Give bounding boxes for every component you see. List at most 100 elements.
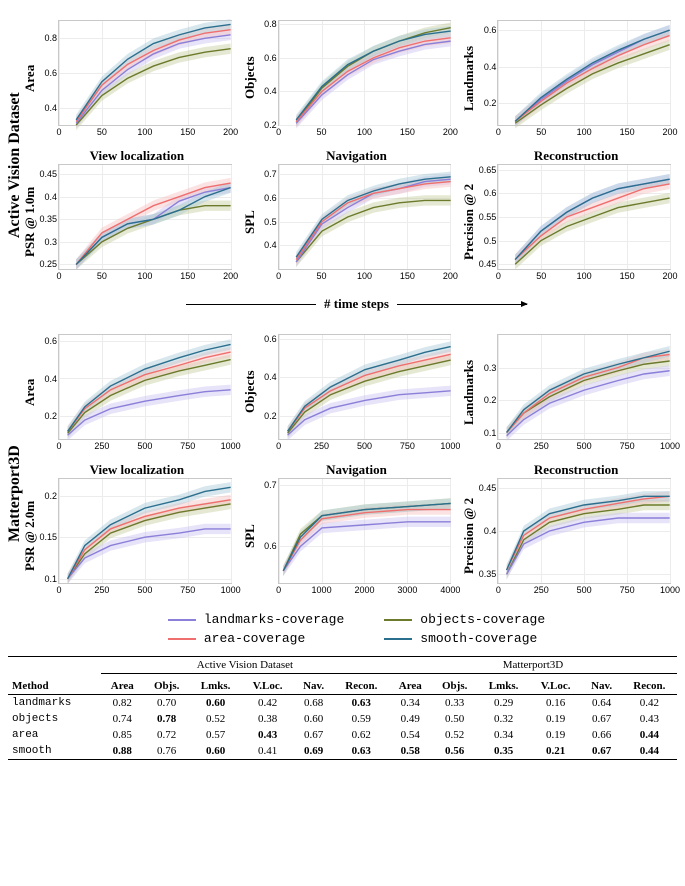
xtick: 200 (223, 271, 238, 281)
plot-ylabel: PSR @ 2.0m (22, 466, 38, 606)
table-method-cell: landmarks (8, 694, 101, 711)
table-cell: 0.85 (101, 727, 144, 743)
ytick: 0.6 (264, 541, 277, 551)
ytick: 0.35 (39, 214, 57, 224)
table-cell: 0.78 (144, 711, 190, 727)
table-cell: 0.54 (389, 727, 432, 743)
plot-box: 0.20.40.602505007501000 (278, 334, 452, 440)
table-cell: 0.59 (334, 711, 389, 727)
plot-box: 0.350.40.4502505007501000 (497, 478, 671, 584)
table-cell: 0.88 (101, 743, 144, 760)
xtick: 250 (534, 441, 549, 451)
table-cell: 0.42 (242, 694, 294, 711)
table-cell: 0.16 (530, 694, 582, 711)
ytick: 0.6 (484, 188, 497, 198)
legend-item-landmarks: landmarks-coverage (168, 612, 344, 627)
xtick: 100 (137, 127, 152, 137)
arrow-left (186, 304, 316, 305)
plot-box: 0.450.50.550.60.65050100150200 (497, 164, 671, 270)
plot-ylabel: SPL (242, 466, 258, 606)
ytick: 0.6 (264, 193, 277, 203)
table-column-header: Objs. (432, 678, 478, 695)
figure-region: Active Vision Dataset Matterport3D Area0… (8, 8, 677, 646)
table-cell: 0.38 (242, 711, 294, 727)
table-cell: 0.70 (144, 694, 190, 711)
plot-title: Navigation (256, 148, 458, 164)
ytick: 0.6 (484, 25, 497, 35)
table-column-header: Method (8, 678, 101, 695)
table-cell: 0.34 (478, 727, 530, 743)
table-column-header: Recon. (334, 678, 389, 695)
legend-swatch (168, 619, 196, 621)
legend-swatch (168, 638, 196, 640)
xtick: 250 (94, 441, 109, 451)
xtick: 50 (317, 271, 327, 281)
arrow-right (397, 304, 527, 305)
xtick: 50 (536, 127, 546, 137)
ytick: 0.8 (44, 33, 57, 43)
table-cell: 0.19 (530, 711, 582, 727)
table-cell: 0.43 (242, 727, 294, 743)
table-cell: 0.76 (144, 743, 190, 760)
plot-ylabel: Objects (242, 322, 258, 462)
xtick: 150 (400, 271, 415, 281)
xtick: 200 (662, 271, 677, 281)
table-cell: 0.67 (582, 711, 622, 727)
legend-label: objects-coverage (420, 612, 545, 627)
plot-mp-objects: Objects0.20.40.602505007501000 (256, 322, 458, 462)
xtick: 150 (180, 127, 195, 137)
legend-item-smooth: smooth-coverage (384, 631, 545, 646)
xtick: 250 (534, 585, 549, 595)
plot-box: 0.40.50.60.7050100150200 (278, 164, 452, 270)
xtick: 0 (276, 441, 281, 451)
table-column-header: V.Loc. (242, 678, 294, 695)
xtick: 200 (662, 127, 677, 137)
xtick: 500 (357, 441, 372, 451)
plot-ylabel: PSR @ 1.0m (22, 152, 38, 292)
xtick: 150 (620, 271, 635, 281)
table-cell: 0.19 (530, 727, 582, 743)
table-cell: 0.29 (478, 694, 530, 711)
plot-title: Reconstruction (475, 462, 677, 478)
table-column-header: Nav. (294, 678, 334, 695)
ytick: 0.4 (264, 372, 277, 382)
ytick: 0.45 (479, 483, 497, 493)
table-cell: 0.67 (294, 727, 334, 743)
table-cell: 0.42 (622, 694, 677, 711)
ytick: 0.2 (44, 491, 57, 501)
xtick: 0 (496, 441, 501, 451)
xtick: 200 (223, 127, 238, 137)
xtick: 2000 (354, 585, 374, 595)
table-cell: 0.60 (190, 743, 242, 760)
results-table: Active Vision DatasetMatterport3DMethodA… (8, 656, 677, 760)
xtick: 0 (56, 127, 61, 137)
xtick: 1000 (440, 441, 460, 451)
xtick: 100 (357, 127, 372, 137)
plot-ylabel: Precision @ 2 (461, 466, 477, 606)
table-cell: 0.41 (242, 743, 294, 760)
legend: landmarks-coverageobjects-coveragearea-c… (36, 612, 677, 646)
ytick: 0.4 (44, 374, 57, 384)
xtick: 50 (317, 127, 327, 137)
table-cell: 0.57 (190, 727, 242, 743)
plot-grid-mp-bot: View localizationPSR @ 2.0m0.10.150.2025… (36, 466, 677, 606)
table-column-header: Lmks. (190, 678, 242, 695)
xtick: 150 (620, 127, 635, 137)
xtick: 200 (443, 127, 458, 137)
xtick: 0 (56, 271, 61, 281)
plot-box: 0.40.60.8050100150200 (58, 20, 232, 126)
ytick: 0.4 (484, 62, 497, 72)
plot-avd-area: Area0.40.60.8050100150200 (36, 8, 238, 148)
plot-avd-vloc: View localizationPSR @ 1.0m0.250.30.350.… (36, 152, 238, 292)
xtick: 150 (180, 271, 195, 281)
ytick: 0.7 (264, 169, 277, 179)
table-column-header: Lmks. (478, 678, 530, 695)
xtick: 3000 (397, 585, 417, 595)
plot-title: View localization (36, 148, 238, 164)
xtick: 750 (180, 585, 195, 595)
xtick: 1000 (221, 585, 241, 595)
table-row: area0.850.720.570.430.670.620.540.520.34… (8, 727, 677, 743)
table-cell: 0.44 (622, 743, 677, 760)
ytick: 0.4 (264, 86, 277, 96)
ytick: 0.1 (44, 574, 57, 584)
